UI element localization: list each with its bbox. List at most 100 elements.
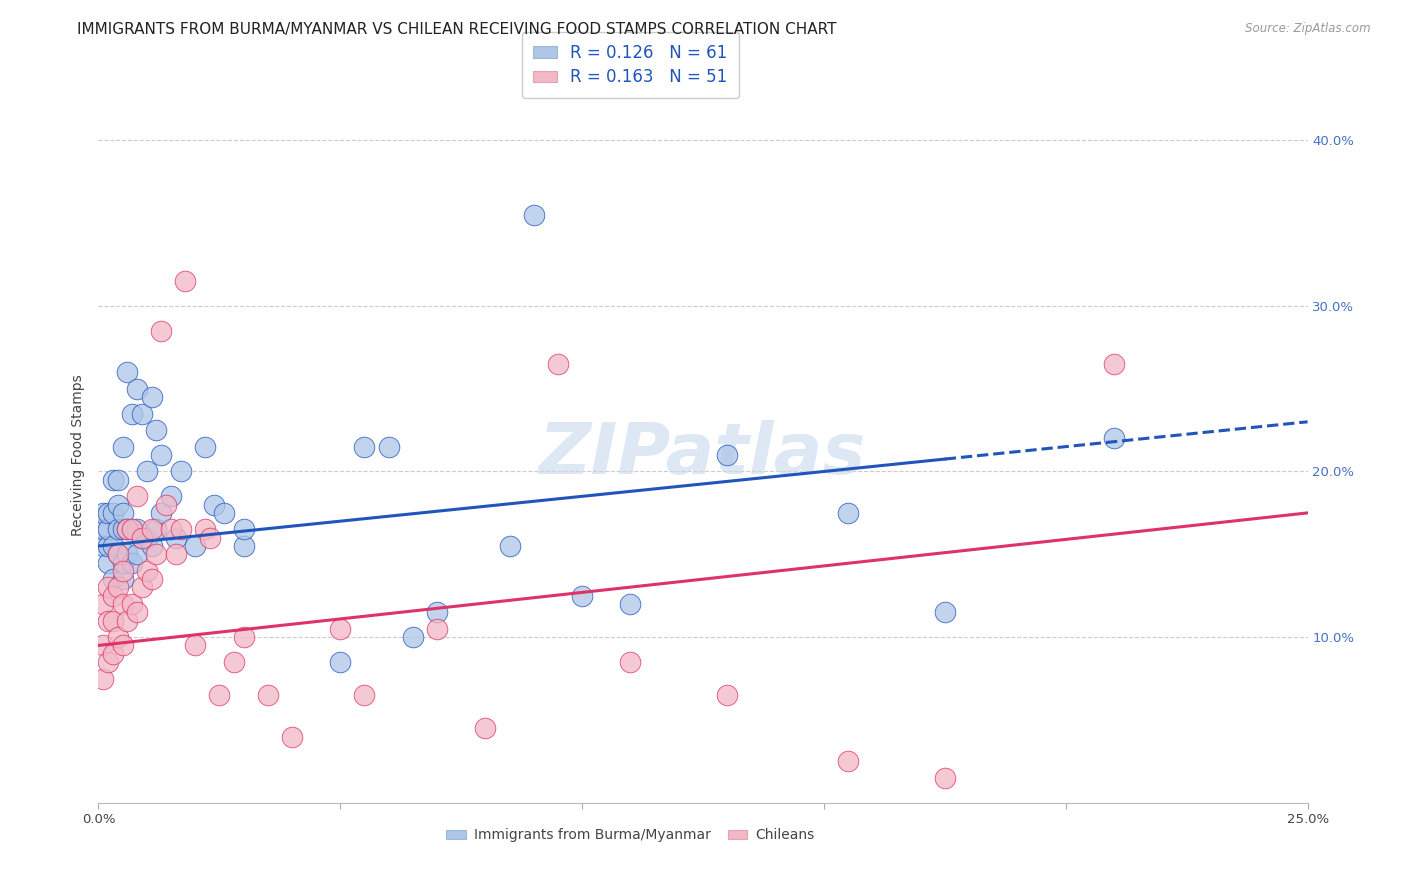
Point bbox=[474, 721, 496, 735]
Point bbox=[135, 531, 157, 545]
Point bbox=[97, 556, 120, 570]
Point bbox=[150, 324, 173, 338]
Point bbox=[141, 390, 163, 404]
Point bbox=[150, 506, 173, 520]
Point bbox=[107, 581, 129, 595]
Point bbox=[222, 655, 245, 669]
Point bbox=[155, 498, 177, 512]
Point bbox=[121, 597, 143, 611]
Point bbox=[111, 506, 134, 520]
Point bbox=[101, 539, 124, 553]
Point bbox=[127, 605, 149, 619]
Point bbox=[111, 556, 134, 570]
Text: IMMIGRANTS FROM BURMA/MYANMAR VS CHILEAN RECEIVING FOOD STAMPS CORRELATION CHART: IMMIGRANTS FROM BURMA/MYANMAR VS CHILEAN… bbox=[77, 22, 837, 37]
Y-axis label: Receiving Food Stamps: Receiving Food Stamps bbox=[72, 374, 86, 536]
Point bbox=[97, 506, 120, 520]
Point bbox=[194, 523, 217, 537]
Point bbox=[107, 630, 129, 644]
Point bbox=[135, 564, 157, 578]
Point bbox=[117, 523, 139, 537]
Point bbox=[716, 448, 738, 462]
Point bbox=[91, 523, 114, 537]
Point bbox=[97, 614, 120, 628]
Point bbox=[111, 639, 134, 653]
Point bbox=[329, 622, 352, 636]
Legend: Immigrants from Burma/Myanmar, Chileans: Immigrants from Burma/Myanmar, Chileans bbox=[440, 823, 820, 848]
Point bbox=[121, 407, 143, 421]
Point bbox=[107, 523, 129, 537]
Point bbox=[127, 547, 149, 561]
Point bbox=[377, 440, 399, 454]
Point bbox=[127, 489, 149, 503]
Point bbox=[141, 572, 163, 586]
Point bbox=[716, 688, 738, 702]
Point bbox=[107, 498, 129, 512]
Point bbox=[121, 523, 143, 537]
Point bbox=[232, 523, 254, 537]
Point bbox=[127, 523, 149, 537]
Point bbox=[426, 605, 449, 619]
Point bbox=[934, 771, 956, 785]
Point bbox=[91, 597, 114, 611]
Point bbox=[169, 465, 191, 479]
Point bbox=[111, 564, 134, 578]
Point bbox=[101, 506, 124, 520]
Point bbox=[91, 639, 114, 653]
Point bbox=[232, 539, 254, 553]
Point bbox=[97, 523, 120, 537]
Point bbox=[145, 547, 167, 561]
Point bbox=[141, 539, 163, 553]
Point bbox=[107, 547, 129, 561]
Point bbox=[101, 589, 124, 603]
Point bbox=[101, 473, 124, 487]
Point bbox=[121, 523, 143, 537]
Point bbox=[131, 531, 153, 545]
Point bbox=[329, 655, 352, 669]
Point bbox=[145, 423, 167, 437]
Point bbox=[174, 274, 197, 288]
Point bbox=[117, 614, 139, 628]
Point bbox=[101, 614, 124, 628]
Point bbox=[169, 523, 191, 537]
Point bbox=[111, 597, 134, 611]
Point bbox=[97, 539, 120, 553]
Point bbox=[145, 523, 167, 537]
Point bbox=[1102, 357, 1125, 371]
Point bbox=[111, 572, 134, 586]
Point bbox=[837, 755, 859, 769]
Point bbox=[91, 506, 114, 520]
Point bbox=[121, 556, 143, 570]
Point bbox=[547, 357, 569, 371]
Point bbox=[111, 440, 134, 454]
Text: ZIPatlas: ZIPatlas bbox=[540, 420, 866, 490]
Point bbox=[111, 523, 134, 537]
Point bbox=[426, 622, 449, 636]
Point bbox=[117, 365, 139, 379]
Point bbox=[131, 407, 153, 421]
Point bbox=[91, 672, 114, 686]
Point bbox=[127, 382, 149, 396]
Point bbox=[353, 440, 375, 454]
Point bbox=[141, 523, 163, 537]
Point bbox=[1102, 431, 1125, 445]
Point bbox=[97, 581, 120, 595]
Point bbox=[117, 547, 139, 561]
Point bbox=[837, 506, 859, 520]
Point bbox=[184, 639, 207, 653]
Point bbox=[160, 523, 183, 537]
Point bbox=[402, 630, 425, 644]
Point bbox=[91, 539, 114, 553]
Point bbox=[165, 531, 187, 545]
Point bbox=[208, 688, 231, 702]
Point bbox=[194, 440, 217, 454]
Point bbox=[212, 506, 235, 520]
Point bbox=[934, 605, 956, 619]
Point bbox=[131, 531, 153, 545]
Point bbox=[117, 523, 139, 537]
Point bbox=[256, 688, 278, 702]
Point bbox=[281, 730, 304, 744]
Point bbox=[571, 589, 593, 603]
Point bbox=[131, 581, 153, 595]
Point bbox=[498, 539, 520, 553]
Point bbox=[523, 208, 546, 222]
